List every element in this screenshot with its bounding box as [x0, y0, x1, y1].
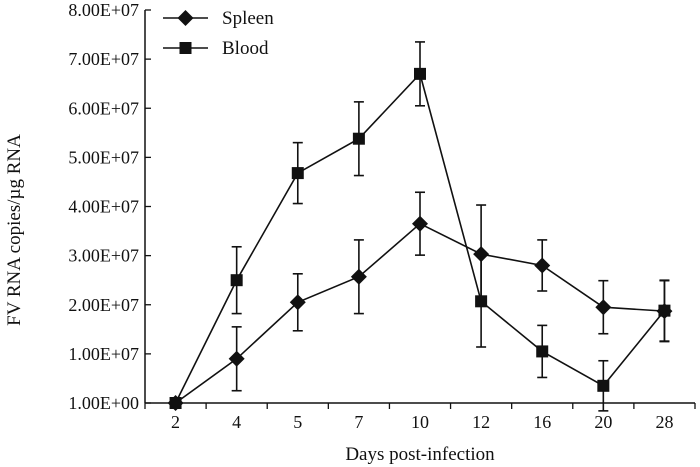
- x-tick-label: 7: [354, 412, 363, 432]
- data-point-spleen: [412, 215, 428, 232]
- legend-label-spleen: Spleen: [222, 8, 274, 29]
- x-tick-label: 5: [293, 412, 302, 432]
- y-tick-label: 1.00E+00: [68, 393, 139, 413]
- legend-marker-blood: [179, 42, 192, 54]
- y-tick-label: 4.00E+07: [68, 197, 139, 217]
- series-blood: [169, 41, 671, 412]
- chart-legend: Spleen Blood: [163, 8, 274, 59]
- x-axis-label: Days post-infection: [345, 444, 495, 465]
- y-tick-label: 7.00E+07: [68, 49, 139, 69]
- x-tick-label: 2: [171, 412, 180, 432]
- data-point-spleen: [228, 350, 245, 367]
- y-tick-label: 2.00E+07: [68, 295, 139, 315]
- data-point-blood: [291, 167, 304, 180]
- x-tick-label: 20: [594, 412, 612, 432]
- x-tick-label: 4: [232, 412, 241, 432]
- data-point-blood: [414, 67, 426, 80]
- data-point-spleen: [350, 268, 367, 285]
- legend-label-blood: Blood: [222, 38, 269, 59]
- data-point-blood: [230, 274, 243, 287]
- data-point-blood: [352, 132, 365, 145]
- data-point-blood: [475, 295, 488, 308]
- y-tick-label: 6.00E+07: [68, 98, 139, 118]
- x-tick-label: 12: [472, 412, 490, 432]
- series-spleen: [167, 191, 673, 411]
- y-axis-label: FV RNA copies/µg RNA: [4, 134, 25, 326]
- data-point-spleen: [289, 294, 306, 311]
- y-tick-label: 5.00E+07: [68, 147, 139, 167]
- x-axis-ticks: 2 4 5 7 10 12 16 20 28: [144, 403, 696, 432]
- y-tick-label: 3.00E+07: [68, 246, 139, 266]
- x-tick-label: 28: [655, 412, 673, 432]
- y-tick-label: 1.00E+07: [68, 344, 139, 364]
- data-point-blood: [597, 379, 610, 392]
- data-point-blood: [658, 304, 671, 317]
- x-tick-label: 16: [533, 412, 551, 432]
- y-tick-label: 8.00E+07: [68, 0, 139, 20]
- y-axis-ticks: 1.00E+00 1.00E+07 2.00E+07 3.00E+07 4.00E+07…: [68, 0, 151, 413]
- data-point-spleen: [595, 299, 612, 316]
- data-point-blood: [169, 397, 182, 409]
- legend-marker-spleen: [177, 10, 194, 26]
- data-point-spleen: [473, 246, 490, 263]
- data-point-spleen: [534, 257, 551, 274]
- x-tick-label: 10: [411, 412, 429, 432]
- data-point-blood: [536, 345, 549, 358]
- chart-series: [167, 41, 673, 412]
